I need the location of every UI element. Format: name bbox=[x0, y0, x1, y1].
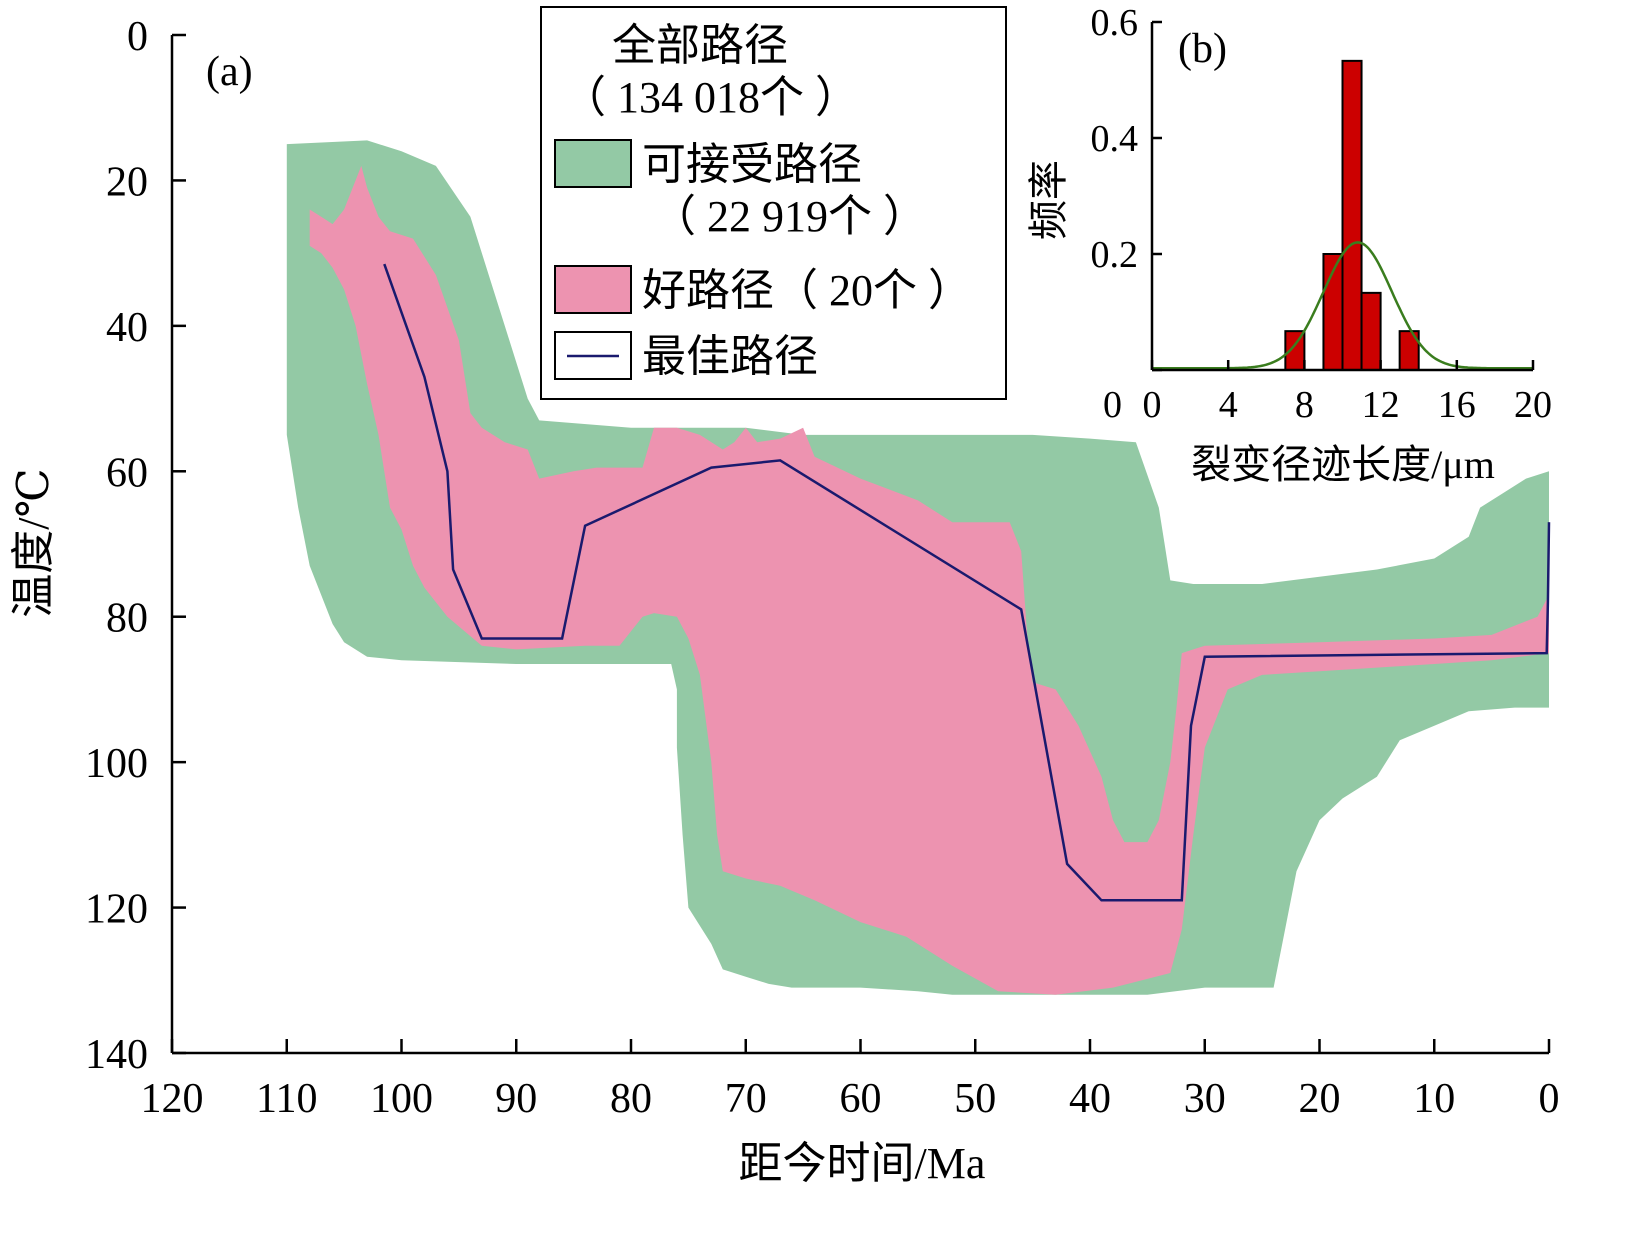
y-axis-title: 温度/℃ bbox=[9, 468, 58, 617]
inset-x-tick-label: 4 bbox=[1219, 384, 1238, 426]
x-tick-label: 80 bbox=[610, 1076, 652, 1122]
histogram-bar bbox=[1341, 59, 1363, 372]
legend-title-line2: （ 134 018个 ） bbox=[562, 73, 859, 122]
legend: 全部路径 （ 134 018个 ） 可接受路径 （ 22 919个 ） 好路径（… bbox=[540, 6, 1007, 400]
inset-x-tick-label: 16 bbox=[1438, 384, 1476, 426]
best-path-line bbox=[383, 263, 1551, 902]
inset-x-tick-labels: 0 4 8 12 16 20 bbox=[1143, 384, 1553, 426]
panel-label-a: (a) bbox=[206, 49, 253, 95]
x-tick-label: 60 bbox=[840, 1076, 882, 1122]
x-tick-label: 70 bbox=[725, 1076, 767, 1122]
inset-x-tick-label: 8 bbox=[1295, 384, 1314, 426]
y-tick-label: 100 bbox=[85, 741, 148, 787]
good-paths-band bbox=[309, 165, 1550, 995]
y-tick-label: 80 bbox=[106, 596, 148, 642]
inset-y-tick-label: 0 bbox=[1103, 384, 1122, 426]
y-tick-label: 20 bbox=[106, 159, 148, 205]
y-tick-labels: 0 20 40 60 80 100 120 140 bbox=[85, 14, 148, 1078]
inset-x-tick-label: 20 bbox=[1514, 384, 1552, 426]
histogram-bars bbox=[1284, 59, 1420, 372]
legend-title-line1: 全部路径 bbox=[612, 21, 788, 70]
legend-label-good: 好路径（ 20个 ） bbox=[642, 266, 972, 315]
x-tick-label: 10 bbox=[1413, 1076, 1455, 1122]
legend-label-acceptable-line1: 可接受路径 bbox=[642, 140, 862, 189]
inset-x-axis-title: 裂变径迹长度/μm bbox=[1191, 442, 1495, 487]
x-tick-label: 40 bbox=[1069, 1076, 1111, 1122]
x-tick-label: 30 bbox=[1184, 1076, 1226, 1122]
inset-y-tick-label: 0.6 bbox=[1091, 2, 1139, 44]
y-tick-label: 140 bbox=[85, 1032, 148, 1078]
y-tick-label: 40 bbox=[106, 305, 148, 351]
y-tick-label: 120 bbox=[85, 887, 148, 933]
legend-swatch-acceptable bbox=[554, 139, 632, 188]
inset-axes bbox=[1150, 20, 1535, 372]
legend-swatch-good bbox=[554, 265, 632, 314]
inset-y-tick-labels: 0 0.2 0.4 0.6 bbox=[1091, 2, 1139, 426]
y-tick-label: 60 bbox=[106, 450, 148, 496]
legend-label-best: 最佳路径 bbox=[642, 332, 818, 381]
x-tick-label: 90 bbox=[495, 1076, 537, 1122]
inset-histogram: 0 4 8 12 16 20 0 0.2 0.4 0.6 (b) 裂变径迹长度/μm 频率 bbox=[1026, 2, 1552, 487]
y-tick-label: 0 bbox=[127, 14, 148, 60]
x-tick-label: 100 bbox=[370, 1076, 433, 1122]
inset-x-tick-label: 12 bbox=[1362, 384, 1400, 426]
panel-label-b: (b) bbox=[1178, 26, 1227, 72]
inset-y-axis-title: 频率 bbox=[1026, 160, 1071, 240]
x-tick-label: 50 bbox=[954, 1076, 996, 1122]
x-tick-label: 20 bbox=[1299, 1076, 1341, 1122]
x-tick-labels: 120 110 100 90 80 70 60 50 40 30 20 10 0 bbox=[141, 1076, 1560, 1122]
inset-y-tick-label: 0.2 bbox=[1091, 234, 1139, 276]
gaussian-fit-curve bbox=[1152, 241, 1533, 370]
main-plot: 120 110 100 90 80 70 60 50 40 30 20 10 0 02040608010… bbox=[9, 14, 1560, 1188]
main-axes bbox=[170, 33, 1551, 1055]
inset-y-tick-label: 0.4 bbox=[1091, 118, 1139, 160]
inset-x-tick-label: 0 bbox=[1143, 384, 1162, 426]
x-tick-label: 0 bbox=[1539, 1076, 1560, 1122]
x-axis-title: 距今时间/Ma bbox=[739, 1139, 986, 1188]
x-tick-label: 120 bbox=[141, 1076, 204, 1122]
histogram-bar bbox=[1360, 291, 1382, 371]
legend-label-acceptable-line2: （ 22 919个 ） bbox=[652, 192, 927, 241]
x-tick-label: 110 bbox=[256, 1076, 317, 1122]
